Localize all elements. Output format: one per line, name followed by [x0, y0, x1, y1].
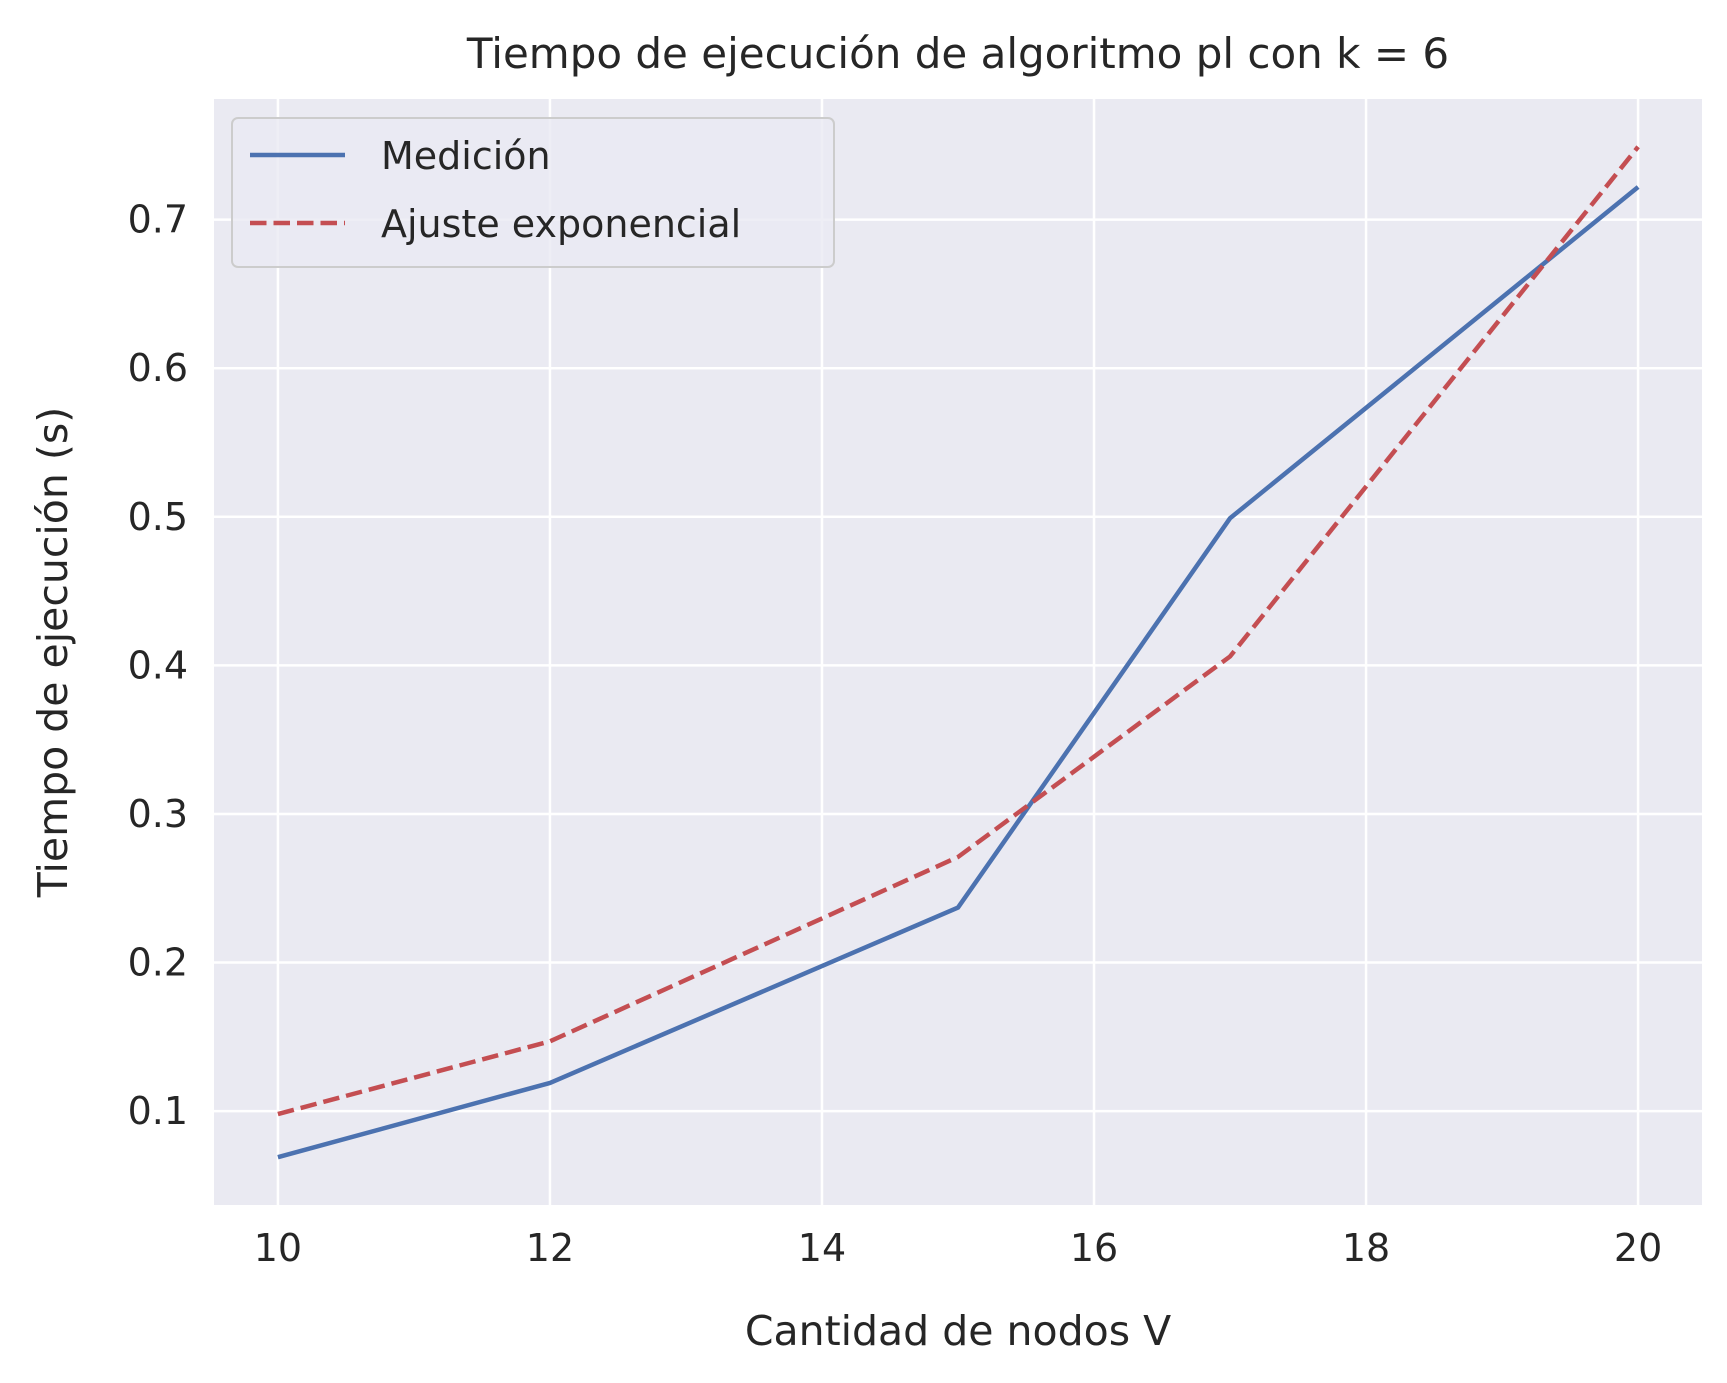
series-layer	[277, 145, 1640, 1160]
y-tick-labels: 0.1 0.2 0.3 0.4 0.5 0.6 0.7	[128, 198, 188, 1133]
x-tick-label: 12	[526, 1226, 574, 1270]
legend-label-medicion: Medición	[381, 134, 551, 178]
y-tick-label: 0.1	[128, 1089, 188, 1133]
x-axis-label: Cantidad de nodos V	[745, 1307, 1171, 1355]
series-line-medicion	[277, 185, 1640, 1160]
y-tick-label: 0.5	[128, 495, 188, 539]
y-tick-label: 0.6	[128, 346, 188, 390]
x-tick-label: 20	[1614, 1226, 1662, 1270]
x-tick-label: 16	[1070, 1226, 1118, 1270]
plot-area	[214, 99, 1702, 1205]
y-tick-label: 0.3	[128, 792, 188, 836]
legend-label-ajuste-exponencial: Ajuste exponencial	[381, 202, 741, 246]
x-tick-label: 14	[798, 1226, 846, 1270]
y-tick-label: 0.7	[128, 198, 188, 242]
x-tick-label: 10	[254, 1226, 302, 1270]
legend-box	[231, 117, 835, 268]
series-line-ajuste-exponencial	[277, 145, 1640, 1117]
y-tick-label: 0.4	[128, 643, 188, 687]
grid-lines	[214, 99, 1702, 1205]
x-tick-label: 18	[1342, 1226, 1390, 1270]
y-tick-label: 0.2	[128, 941, 188, 985]
x-tick-labels: 10 12 14 16 18 20	[254, 1226, 1663, 1270]
y-axis-label: Tiempo de ejecución (s)	[29, 407, 77, 899]
legend: Medición Ajuste exponencial	[231, 117, 835, 268]
chart-title: Tiempo de ejecución de algoritmo pl con …	[466, 29, 1449, 78]
